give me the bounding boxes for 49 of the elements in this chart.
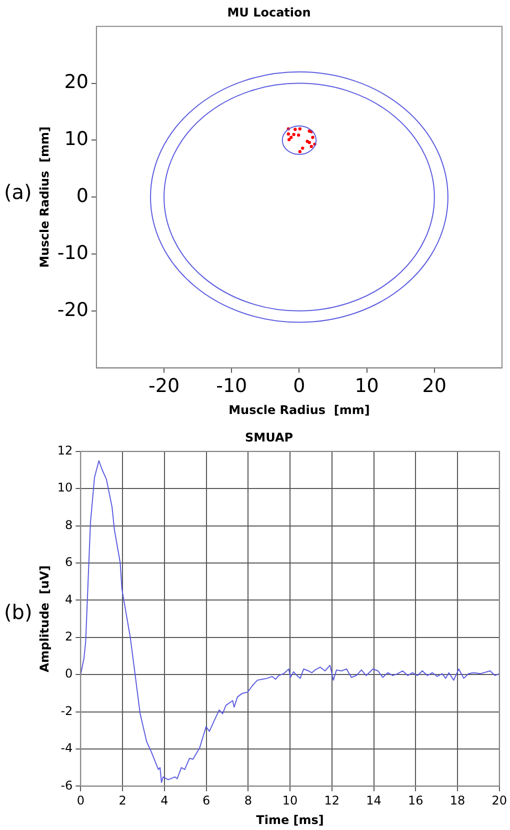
point — [311, 136, 314, 139]
y-tick-label: -4 — [60, 741, 73, 756]
y-tick-label: 12 — [57, 444, 73, 458]
y-tick-label: 2 — [65, 630, 73, 644]
y-tick-label: 6 — [65, 555, 73, 570]
text: (b) — [4, 600, 32, 624]
point — [298, 150, 302, 154]
point — [287, 138, 291, 142]
x-tick-label: 18 — [450, 794, 466, 808]
point — [298, 127, 302, 130]
x-tick-label: 10 — [282, 794, 298, 808]
text: (a) — [4, 180, 32, 204]
x-tick-label: 4 — [160, 794, 168, 808]
point — [300, 146, 304, 150]
x-tick-label: 8 — [244, 794, 252, 808]
y-tick-label: 0 — [76, 185, 88, 208]
point — [292, 132, 296, 136]
y-tick-label: -2 — [60, 704, 73, 718]
x-axis-title: Muscle Radius [mm] — [228, 402, 370, 417]
x-tick-label: 20 — [492, 794, 508, 808]
y-tick-label: 10 — [57, 480, 73, 495]
y-tick-label: -6 — [60, 778, 73, 792]
point — [294, 128, 297, 131]
x-tick-label: -10 — [216, 375, 248, 398]
y-tick-label: 20 — [64, 71, 88, 94]
y-axis-title: Muscle Radius [mm] — [37, 126, 52, 268]
x-tick-label: 16 — [408, 794, 424, 808]
point — [296, 133, 300, 137]
chart-title: MU Location — [227, 5, 311, 20]
x-tick-label: 20 — [422, 375, 446, 398]
y-tick-label: -10 — [57, 242, 88, 264]
x-tick-label: 6 — [202, 794, 210, 808]
point — [286, 132, 290, 136]
x-tick-label: 2 — [118, 794, 126, 808]
x-tick-label: 14 — [366, 794, 382, 808]
x-tick-label: 10 — [354, 375, 379, 398]
x-tick-label: -20 — [148, 375, 180, 398]
chart-title: SMUAP — [244, 430, 294, 444]
y-tick-label: -20 — [57, 298, 88, 321]
x-axis-title: Time [ms] — [256, 812, 324, 827]
y-tick-label: 0 — [65, 666, 73, 681]
x-tick-label: 0 — [293, 375, 306, 398]
y-tick-label: 10 — [64, 128, 88, 150]
y-tick-label: 8 — [65, 518, 73, 532]
y-axis-title: Amplitude [uV] — [37, 565, 52, 672]
y-tick-label: 4 — [65, 592, 73, 606]
point — [310, 144, 313, 148]
x-tick-label: 12 — [324, 794, 340, 808]
point — [290, 136, 293, 139]
